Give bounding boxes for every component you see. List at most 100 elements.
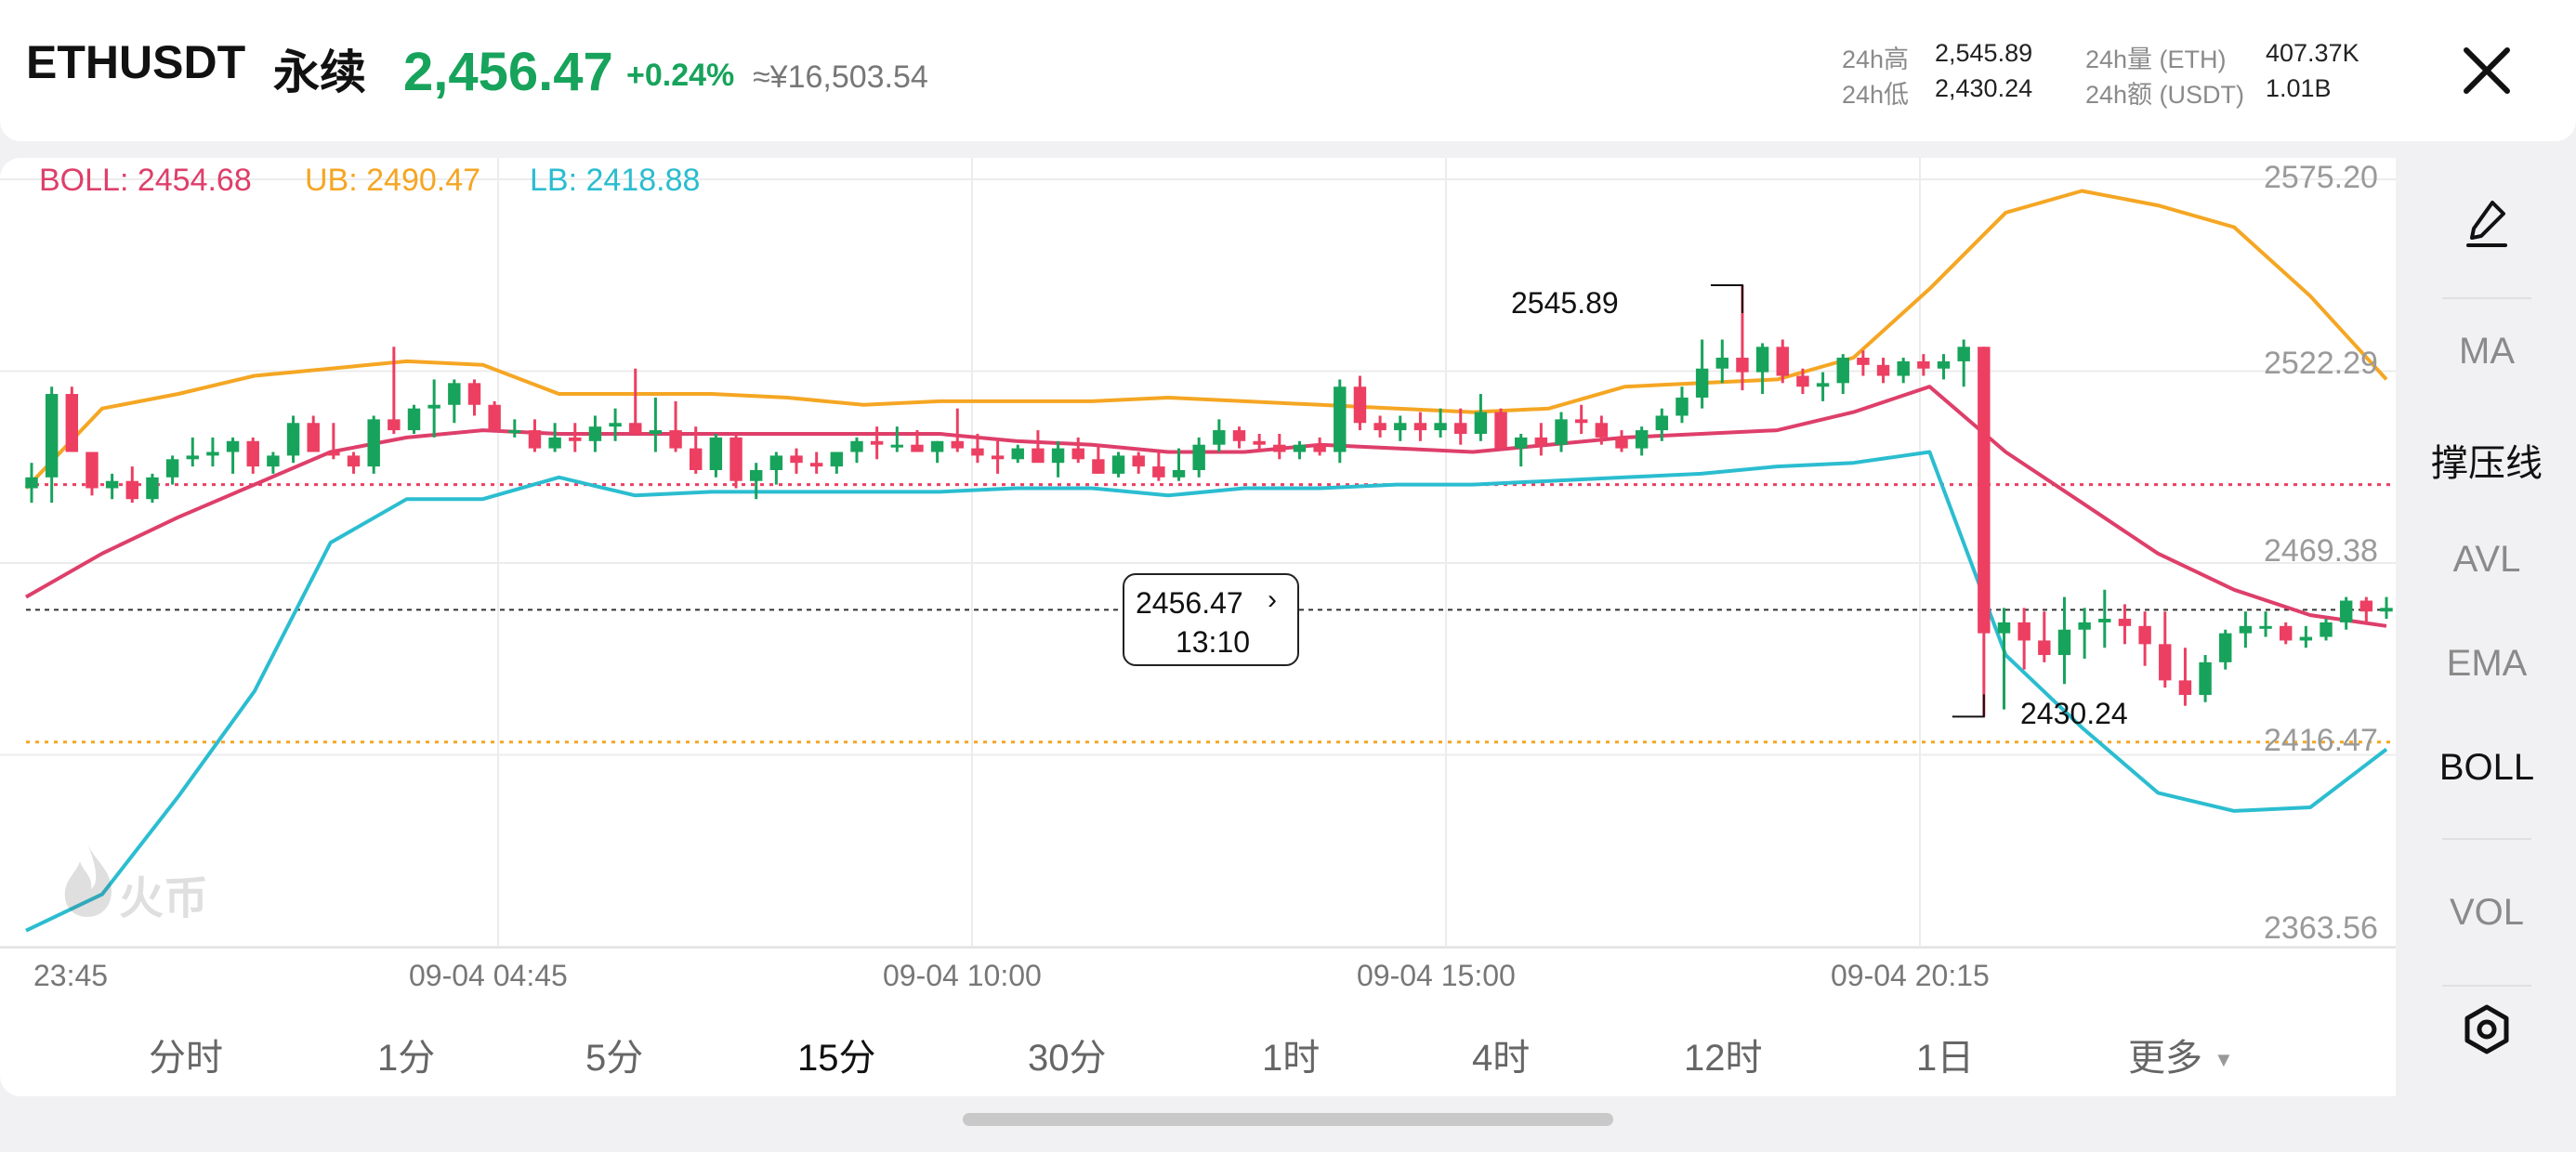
pen-icon (2466, 201, 2507, 247)
candle (2017, 608, 2031, 670)
candle-body (951, 440, 964, 449)
tab-5min[interactable]: 5分 (585, 1038, 644, 1079)
candle-body (1454, 423, 1467, 434)
candle (1776, 339, 1789, 384)
contract-type-label: 永续 (273, 46, 366, 98)
price-axis-tick: 2363.56 (2264, 910, 2378, 946)
candle (2239, 611, 2253, 648)
candle-body (2098, 619, 2111, 622)
tab-30min[interactable]: 30分 (1028, 1038, 1107, 1079)
close-button[interactable] (2450, 33, 2524, 108)
candle (1555, 412, 1568, 452)
current-price-tag[interactable]: 2456.47 › 13:10 (1123, 573, 1299, 666)
indicator-avl[interactable]: AVL (2452, 539, 2521, 580)
candle-body (1897, 360, 1910, 376)
candle-body (267, 455, 280, 467)
candle (2199, 655, 2212, 702)
candle-body (2299, 636, 2313, 641)
tab-12h[interactable]: 12时 (1684, 1038, 1763, 1079)
tab-15min[interactable]: 15分 (797, 1038, 876, 1079)
candlestick-chart[interactable] (0, 158, 2396, 1003)
indicator-ma[interactable]: MA (2459, 331, 2515, 372)
indicator-ema[interactable]: EMA (2446, 643, 2528, 684)
stat-low-label: 24h低 (1842, 81, 1910, 109)
candle-body (1051, 448, 1065, 464)
candle (1232, 426, 1246, 449)
ticker-header: ETHUSDT 永续 2,456.47 +0.24% ≈¥16,503.54 2… (0, 0, 2576, 141)
indicator-boll[interactable]: BOLL (2438, 747, 2535, 788)
current-price-value: 2456.47 (1136, 586, 1243, 620)
candle (25, 463, 38, 504)
candle-body (2017, 622, 2031, 641)
candle-body (1676, 397, 1689, 416)
candle (146, 473, 159, 504)
candle-body (1353, 386, 1367, 424)
candle-body (25, 477, 38, 489)
candles (25, 284, 2393, 717)
chart-settings-button[interactable] (2398, 1001, 2576, 1067)
close-icon (2464, 47, 2510, 94)
boll-lb-legend: LB: 2418.88 (530, 163, 701, 198)
candle (1715, 339, 1728, 384)
candle-body (125, 480, 139, 500)
candle (2219, 629, 2232, 670)
tab-more[interactable]: 更多 ▼ (2128, 1028, 2234, 1081)
tab-time-sharing[interactable]: 分时 (149, 1038, 223, 1079)
candle (1293, 440, 1307, 460)
indicator-support-resistance[interactable]: 撑压线 (2431, 443, 2543, 484)
candle-body (1394, 423, 1407, 431)
price-axis-tick: 2522.29 (2264, 346, 2378, 381)
candle-body (327, 452, 340, 456)
candle-body (467, 383, 481, 405)
boll-ub-legend: UB: 2490.47 (305, 163, 481, 198)
candle (508, 419, 521, 438)
high-marker-line (1710, 283, 1743, 313)
candle (609, 408, 622, 441)
candle (488, 400, 501, 431)
boll-lb-line (25, 450, 2388, 933)
candle-body (2138, 625, 2151, 645)
candle (1978, 347, 1991, 717)
draw-tool-button[interactable] (2398, 195, 2576, 260)
candle-body (1152, 466, 1165, 478)
candle (1373, 415, 1387, 438)
candle (1192, 437, 1205, 478)
candle-body (991, 455, 1005, 460)
candle-body (2279, 625, 2293, 641)
candle-body (165, 459, 179, 478)
candle (367, 415, 380, 474)
tab-1d[interactable]: 1日 (1916, 1038, 1975, 1079)
candle-body (1695, 368, 1709, 398)
candle-body (2118, 619, 2132, 626)
tab-1min[interactable]: 1分 (377, 1038, 436, 1079)
candle-body (367, 419, 380, 467)
candle-body (1816, 383, 1830, 387)
candle (1051, 440, 1065, 478)
price-axis-tick: 2575.20 (2264, 160, 2378, 195)
candle-body (1917, 360, 1930, 369)
candle-body (930, 440, 944, 452)
stat-high-label: 24h高 (1842, 46, 1910, 73)
candle (1313, 437, 1326, 456)
candle-body (2359, 600, 2373, 612)
huobi-flame-icon (64, 843, 112, 917)
candle (971, 433, 984, 464)
candle (2057, 596, 2071, 685)
candle (1876, 358, 1890, 384)
tab-4h[interactable]: 4时 (1472, 1038, 1531, 1079)
candle-body (146, 477, 159, 500)
candle-body (186, 455, 199, 460)
candle-body (347, 455, 361, 467)
candle (206, 437, 219, 467)
candle (930, 440, 944, 464)
candle (226, 437, 240, 474)
tab-1h[interactable]: 1时 (1262, 1038, 1321, 1079)
indicator-vol[interactable]: VOL (2449, 892, 2525, 933)
candle (870, 426, 884, 460)
candle (45, 386, 59, 504)
candle (2078, 608, 2091, 659)
candle (1413, 412, 1427, 441)
candle (448, 379, 461, 424)
high-price-label: 2545.89 (1511, 286, 1619, 320)
candle (1213, 419, 1226, 452)
